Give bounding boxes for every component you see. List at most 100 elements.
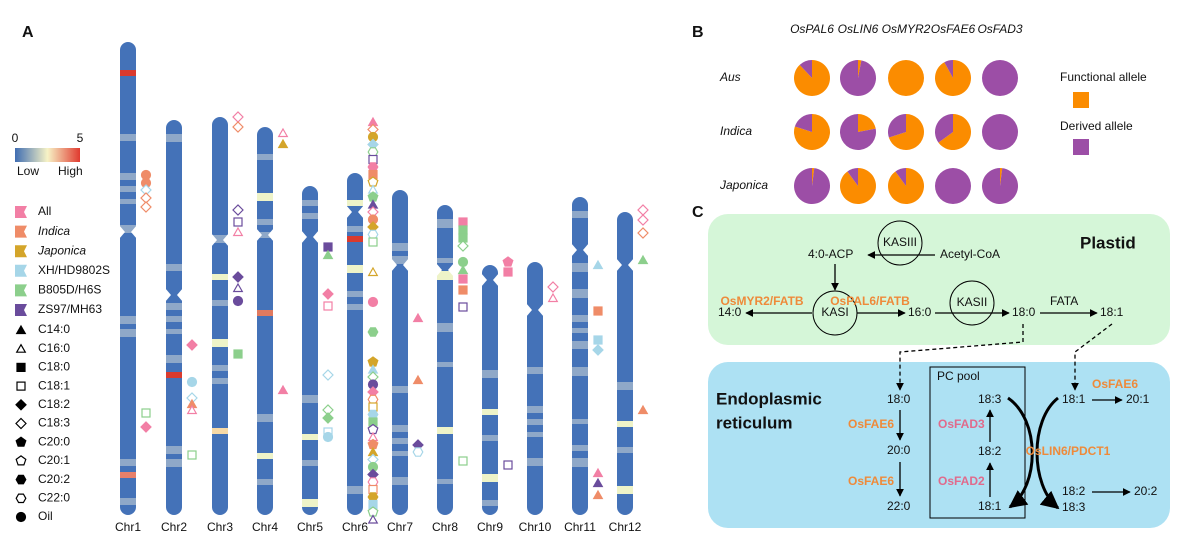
er-label: reticulum	[716, 413, 793, 432]
pie-slice	[982, 60, 1018, 96]
marker	[186, 392, 198, 404]
marker	[412, 447, 424, 457]
band	[120, 472, 136, 478]
marker	[458, 285, 468, 295]
marker	[277, 127, 289, 138]
legend-label: C18:0	[38, 360, 70, 374]
marker	[592, 259, 604, 270]
band	[392, 386, 408, 393]
marker	[186, 339, 198, 351]
pie-slice	[888, 60, 924, 96]
legend-flag	[15, 225, 27, 238]
band	[166, 459, 182, 467]
marker	[637, 404, 649, 415]
marker	[232, 204, 244, 216]
colorbar-low: Low	[17, 164, 39, 178]
band	[166, 372, 182, 378]
legend-label: ZS97/MH63	[38, 302, 102, 316]
chromosome-label: Chr2	[161, 520, 187, 534]
legend-label: XH/HD9802S	[38, 263, 110, 277]
band	[212, 378, 228, 384]
marker	[637, 254, 649, 265]
marker	[367, 296, 379, 308]
metabolite: 22:0	[887, 499, 911, 513]
band	[347, 236, 363, 242]
centromere	[165, 288, 171, 302]
marker	[141, 408, 151, 418]
gene-header: OsLIN6	[838, 22, 879, 36]
marker	[458, 225, 468, 235]
pc-pool-label: PC pool	[937, 369, 980, 383]
enzyme: KASIII	[883, 235, 917, 249]
marker	[592, 467, 604, 478]
pie-slice	[840, 60, 877, 97]
band	[302, 499, 318, 507]
gene-header: OsFAD3	[977, 22, 1022, 36]
marker	[323, 301, 333, 311]
chromosome	[527, 262, 543, 515]
pie-slice	[1000, 168, 1003, 186]
colorbar	[15, 148, 80, 162]
er-box	[708, 362, 1170, 528]
marker	[16, 381, 26, 391]
marker	[232, 271, 244, 283]
legend-label: C18:2	[38, 397, 70, 411]
centromere	[571, 243, 577, 257]
band	[572, 289, 588, 298]
marker	[503, 460, 513, 470]
band	[437, 427, 453, 434]
marker	[15, 436, 27, 447]
band	[482, 370, 498, 378]
enzyme: KASI	[821, 305, 848, 319]
legend-label: C20:2	[38, 472, 70, 486]
band	[392, 477, 408, 485]
legend-label: C14:0	[38, 322, 70, 336]
marker	[368, 237, 378, 247]
band	[572, 211, 588, 218]
band	[347, 304, 363, 310]
band	[120, 498, 136, 505]
band	[617, 382, 633, 390]
metabolite: 18:1	[1062, 392, 1086, 406]
marker	[367, 327, 379, 337]
chromosome	[482, 265, 498, 515]
panel-a: A 0 5 Low High All Indica Japonica XH/HD980…	[12, 24, 649, 534]
band	[212, 274, 228, 280]
metabolite: 20:0	[887, 443, 911, 457]
colorbar-tick: 5	[77, 131, 84, 145]
legend-label: Oil	[38, 509, 53, 523]
pc-pool-box	[929, 366, 1026, 519]
legend-label: C20:1	[38, 453, 70, 467]
chromosome-label: Chr6	[342, 520, 368, 534]
centromere	[403, 258, 409, 272]
marker	[140, 184, 152, 196]
metabolite: 18:1	[1100, 305, 1124, 319]
legend-swatch	[1073, 139, 1089, 155]
marker	[15, 343, 27, 353]
marker	[637, 227, 649, 239]
marker	[232, 295, 244, 307]
chromosome	[437, 205, 453, 515]
gene: OsFAE6	[1092, 377, 1138, 391]
legend-functional: Functional allele	[1060, 70, 1147, 84]
marker	[502, 256, 514, 267]
panel-c: C Plastid Endoplasmic reticulum KASIII K…	[692, 204, 1170, 528]
band	[302, 213, 318, 219]
chromosome-label: Chr12	[609, 520, 642, 534]
legend-flag	[15, 245, 27, 258]
band	[572, 341, 588, 349]
band	[572, 458, 588, 467]
gene: OsPAL6/FATB	[830, 294, 910, 308]
band	[166, 355, 182, 363]
marker	[458, 456, 468, 466]
centromere	[211, 233, 217, 247]
marker	[322, 249, 334, 260]
band	[482, 435, 498, 441]
band	[120, 70, 136, 76]
legend-label: C18:3	[38, 416, 70, 430]
centromere	[268, 228, 274, 242]
centromere	[538, 303, 544, 317]
marker	[15, 398, 27, 411]
metabolite: 18:3	[1062, 500, 1086, 514]
pie-slice	[858, 114, 876, 132]
